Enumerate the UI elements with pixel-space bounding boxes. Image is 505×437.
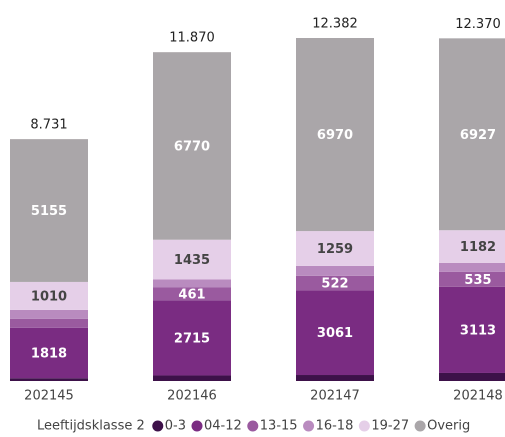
bar-segment: [296, 38, 374, 232]
bar-segment: [153, 239, 231, 280]
bar-segment: [10, 309, 88, 319]
bar-segment: [296, 231, 374, 266]
bar-segment: [439, 262, 505, 272]
segment-label: 6927: [460, 128, 496, 143]
legend-swatch: [414, 420, 426, 432]
segment-label: 3061: [317, 326, 353, 341]
bar-segment: [296, 375, 374, 381]
bar-segment: [439, 38, 505, 231]
segment-label: 1435: [174, 253, 210, 268]
x-tick-label: 202145: [24, 389, 74, 404]
bar-segment: [153, 279, 231, 288]
bar-segment: [296, 275, 374, 291]
x-tick-label: 202146: [167, 389, 217, 404]
segment-label: 6770: [174, 139, 210, 154]
legend-label: 0-3: [165, 419, 186, 434]
bar-segment: [439, 372, 505, 381]
bar-segment: [10, 139, 88, 282]
segment-label: 2715: [174, 331, 210, 346]
segment-label: 522: [321, 276, 348, 291]
segment-label: 1259: [317, 242, 353, 257]
total-label: 12.370: [455, 17, 501, 32]
bar-segment: [10, 281, 88, 310]
legend-label: 13-15: [260, 419, 298, 434]
legend-swatch: [191, 420, 203, 432]
legend-swatch: [358, 420, 370, 432]
legend-title: Leeftijdsklasse 2: [37, 419, 145, 434]
bar-segment: [296, 265, 374, 276]
segment-label: 5155: [31, 204, 67, 219]
legend-label: 19-27: [371, 419, 409, 434]
legend-swatch: [303, 420, 315, 432]
segment-label: 1182: [460, 240, 496, 255]
bar-segment: [296, 290, 374, 376]
legend-swatch: [247, 420, 259, 432]
total-label: 11.870: [169, 31, 215, 46]
bar-segment: [439, 286, 505, 373]
bar-segment: [153, 287, 231, 301]
segment-label: 3113: [460, 323, 496, 338]
total-label: 8.731: [30, 118, 67, 133]
legend-label: Overig: [427, 419, 470, 434]
legend-label: 04-12: [204, 419, 242, 434]
bar-segment: [10, 327, 88, 379]
segment-label: 535: [464, 273, 491, 288]
legend-label: 16-18: [316, 419, 354, 434]
bar-segment: [153, 300, 231, 376]
segment-label: 1818: [31, 347, 67, 362]
total-label: 12.382: [312, 17, 358, 32]
legend-swatch: [152, 420, 164, 432]
bar-segment: [10, 378, 88, 381]
bar-segment: [439, 230, 505, 263]
bar-segment: [439, 271, 505, 287]
segment-label: 1010: [31, 289, 67, 304]
bar-segment: [153, 52, 231, 240]
x-tick-label: 202147: [310, 389, 360, 404]
segment-label: 6970: [317, 128, 353, 143]
x-tick-label: 202148: [453, 389, 503, 404]
segment-label: 461: [178, 287, 205, 302]
bar-segment: [10, 318, 88, 328]
bar-segment: [153, 375, 231, 381]
